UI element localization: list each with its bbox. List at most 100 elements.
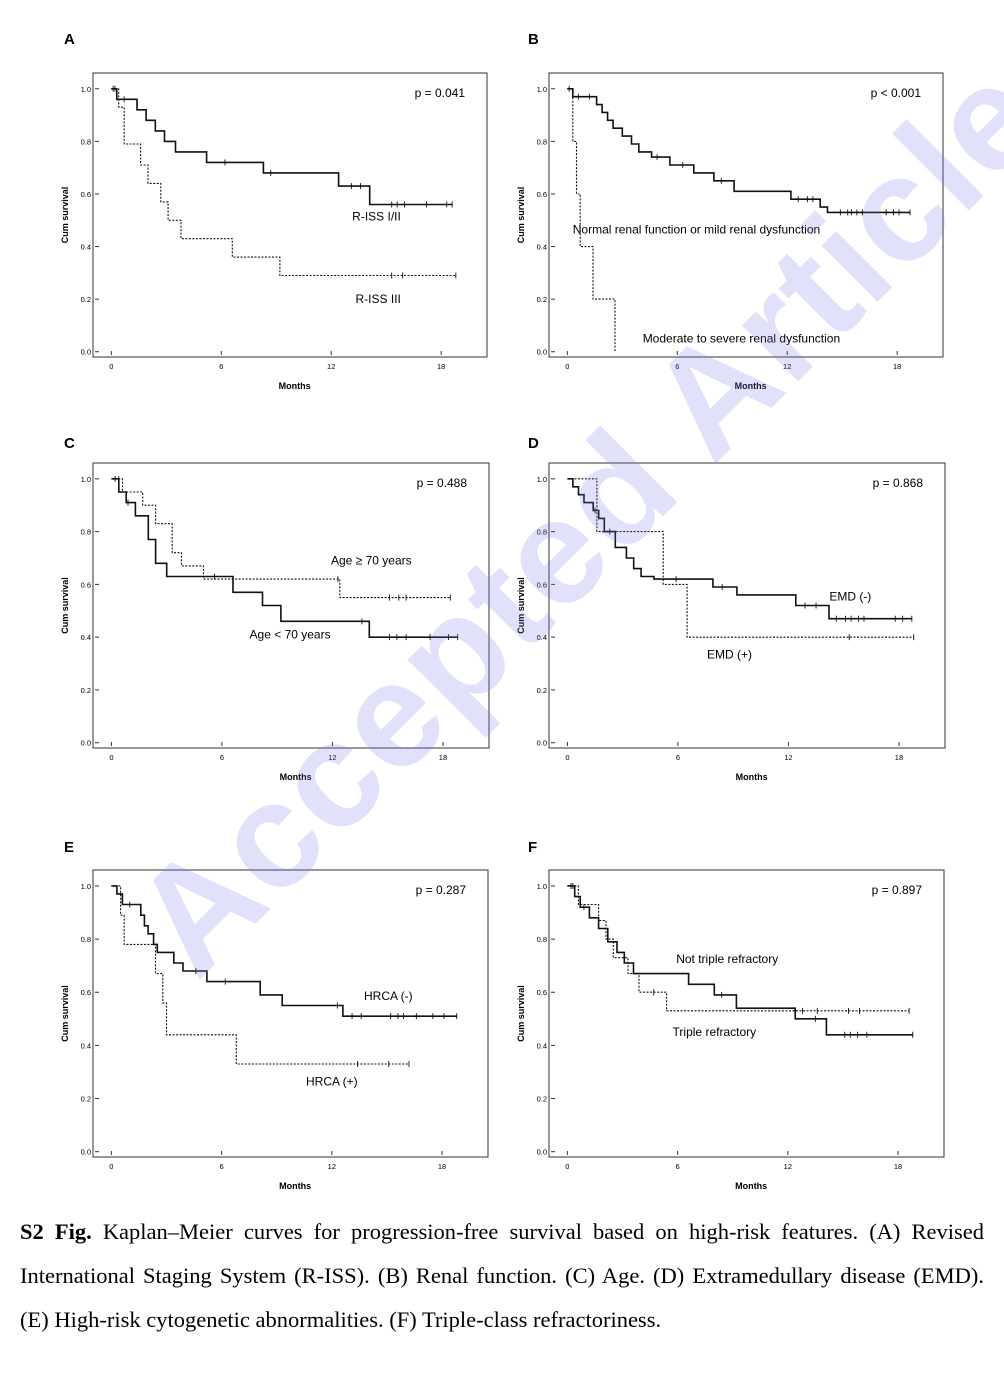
y-tick-label: 1.0 (537, 85, 547, 94)
panel-b: B 0.0 0.2 0.4 0.6 0.8 1.0 0 6 12 18 Months Cum survi… (516, 31, 944, 391)
p-value: p = 0.897 (872, 883, 923, 897)
x-tick-label: 12 (783, 362, 791, 371)
x-tick-label: 0 (565, 753, 569, 762)
survival-curve-solid (111, 478, 458, 638)
survival-curve-dashed (567, 885, 910, 1012)
y-tick-label: 0.0 (81, 1148, 91, 1157)
y-tick-label: 0.4 (81, 633, 91, 642)
y-tick-label: 0.6 (537, 580, 547, 589)
y-tick-label: 1.0 (81, 475, 91, 484)
panel-f: F 0.0 0.2 0.4 0.6 0.8 1.0 0 6 12 18 Months Cum survi… (516, 839, 945, 1191)
y-tick-label: 0.4 (537, 1041, 547, 1050)
y-tick-label: 0.8 (81, 935, 91, 944)
panel-a: A 0.0 0.2 0.4 0.6 0.8 1.0 0 6 12 18 Months Cum survi… (60, 31, 488, 391)
y-tick-label: 0.0 (537, 739, 547, 748)
y-axis-label: Cum survival (60, 577, 70, 634)
x-tick-label: 18 (437, 362, 445, 371)
y-axis-label: Cum survival (516, 187, 526, 244)
x-tick-label: 18 (895, 753, 903, 762)
y-tick-label: 0.6 (81, 190, 91, 199)
kaplan-meier-figure: A 0.0 0.2 0.4 0.6 0.8 1.0 0 6 12 18 Months Cum survi… (60, 31, 946, 1191)
x-tick-label: 0 (109, 362, 113, 371)
x-tick-label: 18 (893, 362, 901, 371)
survival-curve-solid (567, 88, 910, 214)
y-tick-label: 0.2 (537, 295, 547, 304)
y-tick-label: 0.2 (81, 295, 91, 304)
y-tick-label: 0.8 (81, 137, 91, 146)
y-tick-label: 0.8 (537, 137, 547, 146)
survival-curve-solid (111, 885, 457, 1017)
y-axis-label: Cum survival (60, 985, 70, 1042)
y-tick-label: 0.0 (81, 739, 91, 748)
plot-frame (92, 72, 488, 358)
y-tick-label: 0.2 (81, 1095, 91, 1104)
panel-d: D 0.0 0.2 0.4 0.6 0.8 1.0 0 6 12 18 Months Cum survi… (516, 435, 946, 782)
figure-caption: S2 Fig. Kaplan–Meier curves for progress… (20, 1210, 984, 1342)
x-axis-label: Months (280, 772, 312, 782)
x-tick-label: 0 (109, 753, 113, 762)
curve-label: HRCA (-) (364, 989, 413, 1003)
y-tick-label: 1.0 (537, 882, 547, 891)
y-tick-label: 0.2 (537, 686, 547, 695)
y-tick-label: 0.0 (81, 348, 91, 357)
y-tick-label: 0.8 (537, 528, 547, 537)
x-axis-label: Months (735, 1181, 767, 1191)
y-tick-label: 0.6 (537, 190, 547, 199)
y-tick-label: 1.0 (81, 882, 91, 891)
panel-label-c: C (64, 435, 75, 452)
survival-curve-dashed (567, 478, 914, 638)
x-tick-label: 12 (328, 753, 336, 762)
curve-label: Age < 70 years (250, 628, 331, 642)
p-value: p = 0.868 (873, 476, 924, 490)
caption-text: Kaplan–Meier curves for progression-free… (20, 1219, 984, 1332)
survival-curve-solid (111, 88, 453, 206)
plot-frame (92, 462, 490, 749)
panel-e: E 0.0 0.2 0.4 0.6 0.8 1.0 0 6 12 18 Months Cum survi… (60, 839, 489, 1191)
y-tick-label: 0.4 (81, 1041, 91, 1050)
x-tick-label: 12 (784, 753, 792, 762)
y-tick-label: 0.4 (537, 243, 547, 252)
panel-label-e: E (64, 839, 74, 856)
caption-label: S2 Fig. (20, 1219, 92, 1244)
curve-label: EMD (-) (829, 589, 871, 603)
plot-frame (548, 72, 944, 358)
survival-curve-dashed (111, 88, 456, 277)
x-tick-label: 18 (894, 1162, 902, 1171)
survival-curve-dashed (111, 885, 409, 1065)
curve-label: Not triple refractory (676, 952, 778, 966)
p-value: p = 0.488 (417, 476, 468, 490)
panel-label-d: D (528, 435, 539, 452)
survival-curve-dashed (111, 478, 451, 599)
survival-curve-solid (567, 478, 912, 620)
x-axis-label: Months (279, 1181, 311, 1191)
plot-frame (548, 462, 946, 749)
y-tick-label: 0.0 (537, 1148, 547, 1157)
curve-label: R-ISS I/II (352, 209, 401, 223)
x-axis-label: Months (736, 772, 768, 782)
x-tick-label: 6 (675, 362, 679, 371)
y-tick-label: 0.0 (537, 348, 547, 357)
x-tick-label: 6 (676, 753, 680, 762)
x-tick-label: 12 (328, 1162, 336, 1171)
y-axis-label: Cum survival (516, 577, 526, 634)
curve-label: R-ISS III (356, 292, 401, 306)
survival-curve-dashed (567, 88, 616, 352)
y-axis-label: Cum survival (516, 985, 526, 1042)
x-tick-label: 12 (784, 1162, 792, 1171)
y-tick-label: 0.8 (537, 935, 547, 944)
y-tick-label: 0.6 (81, 988, 91, 997)
y-tick-label: 1.0 (537, 475, 547, 484)
x-tick-label: 18 (438, 1162, 446, 1171)
x-tick-label: 12 (327, 362, 335, 371)
curve-label: EMD (+) (707, 647, 752, 661)
x-tick-label: 6 (220, 753, 224, 762)
y-tick-label: 0.4 (81, 243, 91, 252)
p-value: p = 0.287 (416, 883, 467, 897)
x-tick-label: 0 (565, 362, 569, 371)
y-axis-label: Cum survival (60, 187, 70, 244)
curve-label: Age ≥ 70 years (331, 554, 412, 568)
curve-label: Normal renal function or mild renal dysf… (573, 222, 820, 236)
plot-frame (548, 869, 945, 1158)
x-tick-label: 6 (219, 362, 223, 371)
plot-frame (92, 869, 489, 1158)
